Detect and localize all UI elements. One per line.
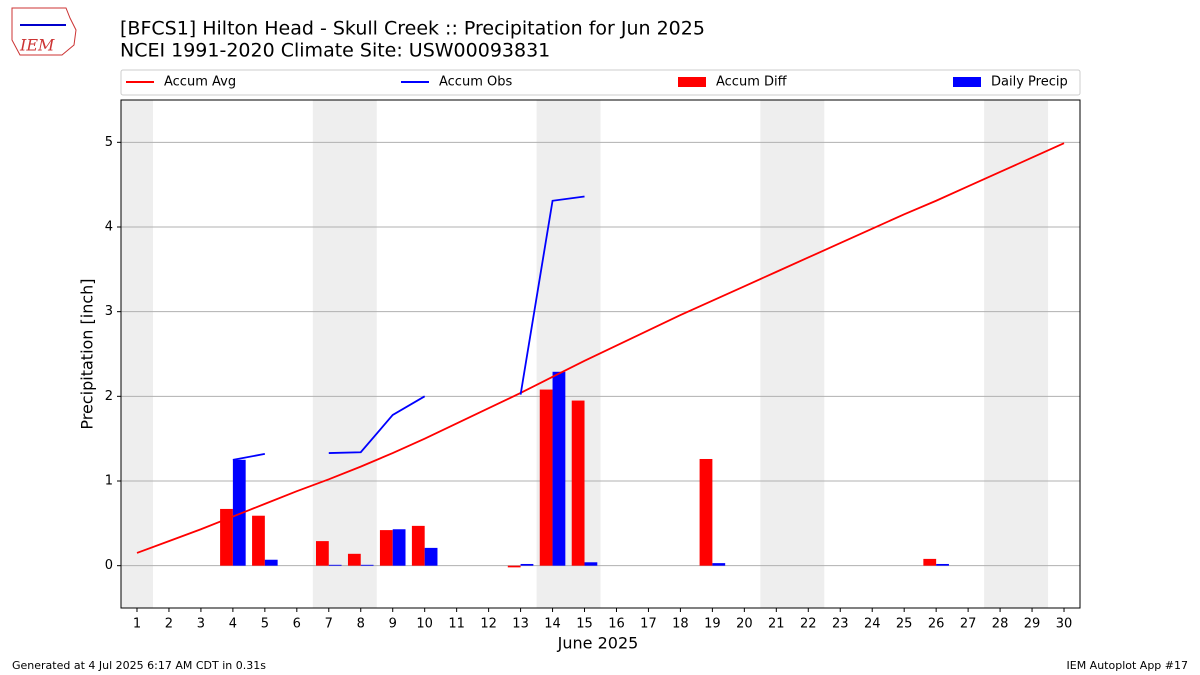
bar: [571, 400, 585, 566]
x-tick-label: 20: [736, 617, 753, 632]
bar: [379, 530, 393, 566]
x-tick-label: 13: [512, 617, 529, 632]
y-tick-label: 4: [105, 220, 113, 235]
line: [232, 195, 585, 461]
bar: [552, 371, 566, 566]
bar: [328, 564, 342, 566]
x-tick-label: 19: [704, 617, 721, 632]
x-tick-label: 29: [1024, 617, 1041, 632]
x-tick-label: 11: [448, 617, 465, 632]
bar: [539, 389, 553, 566]
bar: [923, 558, 937, 566]
y-axis-label: Precipitation [inch]: [78, 278, 97, 429]
x-tick-label: 12: [480, 617, 497, 632]
x-tick-label: 5: [261, 617, 269, 632]
x-tick-label: 23: [832, 617, 849, 632]
x-tick-label: 30: [1056, 617, 1073, 632]
bar: [584, 562, 598, 566]
weekend-band: [984, 100, 1049, 608]
x-tick-label: 2: [165, 617, 173, 632]
weekend-band: [760, 100, 825, 608]
x-tick-label: 9: [389, 617, 397, 632]
chart-title: [BFCS1] Hilton Head - Skull Creek :: Pre…: [120, 18, 705, 40]
x-tick-label: 27: [960, 617, 977, 632]
logo: IEM: [11, 7, 77, 56]
y-tick-label: 0: [105, 558, 113, 573]
x-tick-label: 14: [544, 617, 561, 632]
weekend-band: [121, 100, 153, 608]
y-tick-label: 3: [105, 304, 113, 319]
bar: [520, 563, 534, 566]
x-tick-label: 8: [357, 617, 365, 632]
legend-swatch: [678, 77, 706, 87]
legend-label: Accum Diff: [716, 75, 788, 90]
bar: [220, 508, 233, 566]
footer-left: Generated at 4 Jul 2025 6:17 AM CDT in 0…: [12, 659, 266, 672]
bar: [424, 547, 438, 566]
x-tick-label: 25: [896, 617, 913, 632]
x-tick-label: 17: [640, 617, 657, 632]
bar: [232, 459, 246, 566]
plot-frame: [120, 99, 1081, 609]
logo-text: IEM: [19, 36, 55, 55]
bar: [699, 458, 713, 566]
x-tick-label: 28: [992, 617, 1009, 632]
footer-right: IEM Autoplot App #17: [1067, 659, 1189, 672]
legend-label: Daily Precip: [991, 75, 1068, 90]
legend: [120, 69, 1081, 96]
x-tick-label: 26: [928, 617, 945, 632]
x-tick-label: 16: [608, 617, 625, 632]
bar: [411, 525, 425, 566]
chart-subtitle: NCEI 1991-2020 Climate Site: USW00093831: [120, 40, 550, 62]
x-axis-label: June 2025: [557, 634, 639, 653]
weekend-band: [312, 100, 377, 608]
x-tick-label: 7: [325, 617, 333, 632]
bar: [392, 529, 406, 566]
x-tick-label: 3: [197, 617, 205, 632]
x-tick-label: 4: [229, 617, 237, 632]
bar: [252, 515, 265, 566]
y-tick-label: 5: [105, 135, 113, 150]
x-tick-label: 6: [293, 617, 301, 632]
y-tick-label: 2: [105, 389, 113, 404]
bar: [936, 563, 949, 566]
bar: [347, 553, 361, 566]
x-tick-label: 10: [416, 617, 433, 632]
x-tick-label: 15: [576, 617, 593, 632]
x-tick-label: 1: [133, 617, 141, 632]
legend-swatch: [953, 77, 981, 87]
legend-label: Accum Avg: [164, 75, 236, 90]
x-tick-label: 21: [768, 617, 785, 632]
bar: [264, 559, 278, 566]
bar: [507, 565, 521, 568]
line: [136, 142, 1065, 554]
bar: [360, 564, 374, 566]
x-tick-label: 18: [672, 617, 689, 632]
bar: [315, 541, 329, 566]
y-tick-label: 1: [105, 474, 113, 489]
bar: [712, 563, 726, 566]
legend-label: Accum Obs: [439, 75, 512, 90]
x-tick-label: 24: [864, 617, 881, 632]
x-tick-label: 22: [800, 617, 817, 632]
